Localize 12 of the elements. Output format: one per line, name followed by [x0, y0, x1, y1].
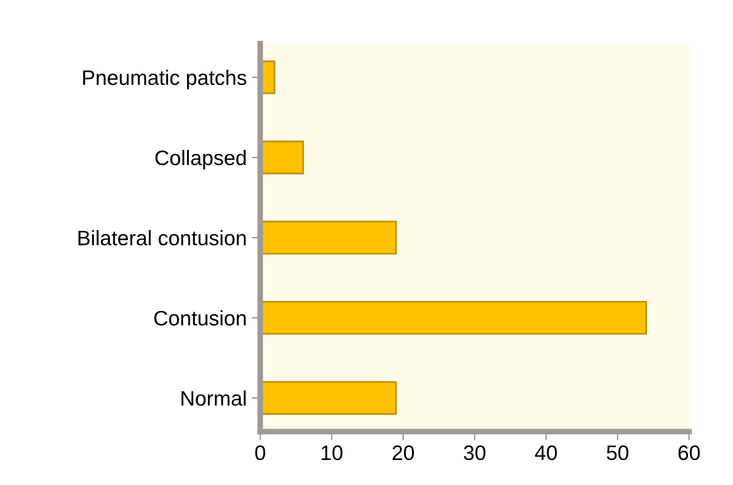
- x-tick-label: 60: [678, 445, 700, 460]
- x-tick-label: 40: [534, 445, 557, 460]
- y-tick-label: Collapsed: [155, 150, 246, 170]
- x-tick-label: 20: [392, 445, 414, 460]
- x-tick-label: 0: [255, 445, 266, 460]
- x-tick-label: 50: [606, 445, 628, 460]
- y-tick-label: Normal: [182, 390, 246, 406]
- x-tick-label: 30: [464, 445, 486, 460]
- y-tick-label: Bilateral contusion: [78, 230, 246, 246]
- x-tick-label: 10: [322, 445, 342, 460]
- y-tick-label: Contusion: [154, 310, 246, 326]
- y-tick-label: Pneumatic patchs: [83, 70, 246, 90]
